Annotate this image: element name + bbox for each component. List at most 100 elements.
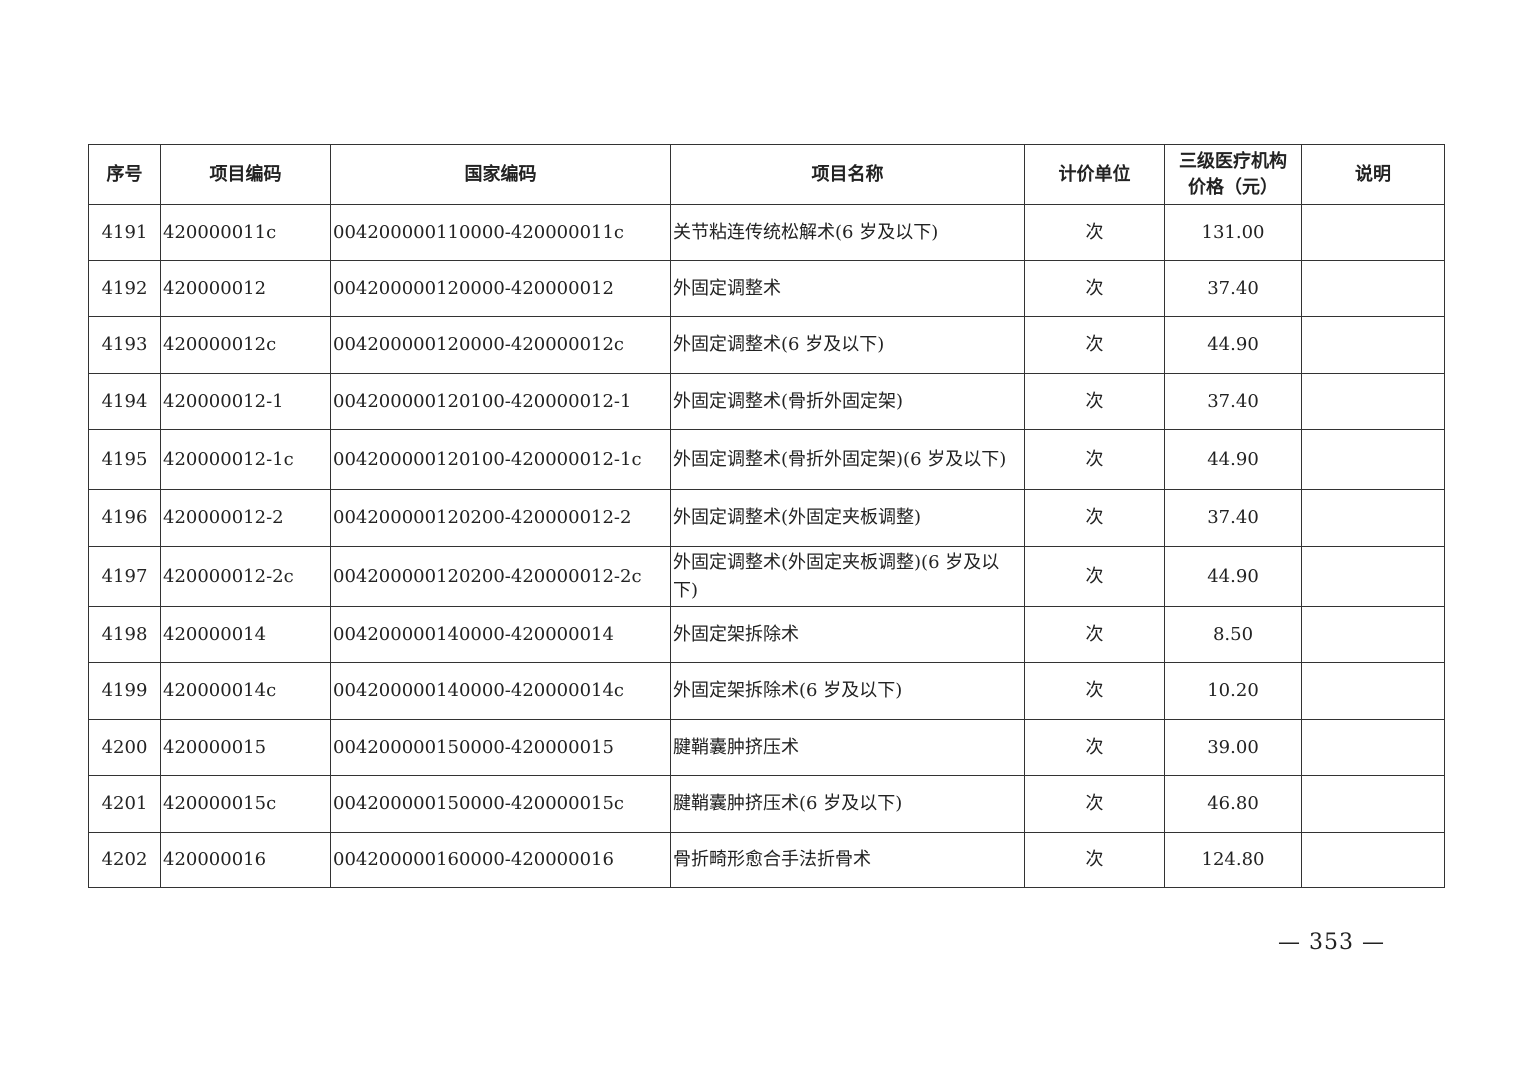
row-unit: 次 (1024, 775, 1165, 833)
header-note: 说明 (1301, 144, 1445, 205)
row-code: 420000012 (160, 260, 331, 317)
row-unit: 次 (1024, 260, 1165, 317)
row-national-code: 004200000120200-420000012-2c (330, 546, 671, 607)
row-code: 420000015c (160, 775, 331, 833)
row-national-code: 004200000160000-420000016 (330, 832, 671, 888)
row-unit: 次 (1024, 429, 1165, 490)
row-code: 420000012-1 (160, 373, 331, 430)
row-price: 44.90 (1164, 316, 1302, 374)
row-name: 外固定调整术(外固定夹板调整)(6 岁及以下) (670, 546, 1025, 607)
row-no: 4193 (88, 316, 161, 374)
row-code: 420000012-1c (160, 429, 331, 490)
row-name: 外固定调整术 (670, 260, 1025, 317)
row-price: 37.40 (1164, 260, 1302, 317)
row-national-code: 004200000120100-420000012-1 (330, 373, 671, 430)
row-national-code: 004200000110000-420000011c (330, 204, 671, 261)
row-national-code: 004200000120100-420000012-1c (330, 429, 671, 490)
row-price: 37.40 (1164, 373, 1302, 430)
row-note (1301, 489, 1445, 547)
header-unit: 计价单位 (1024, 144, 1165, 205)
table-row: 4202 420000016 004200000160000-420000016 骨折… (88, 832, 1445, 888)
row-code: 420000012-2c (160, 546, 331, 607)
header-national-code: 国家编码 (330, 144, 671, 205)
row-no: 4202 (88, 832, 161, 888)
row-price: 8.50 (1164, 606, 1302, 663)
row-name: 外固定调整术(6 岁及以下) (670, 316, 1025, 374)
row-code: 420000014 (160, 606, 331, 663)
table-row: 4194 420000012-1 004200000120100-420000012… (88, 373, 1445, 430)
row-no: 4197 (88, 546, 161, 607)
row-price: 44.90 (1164, 546, 1302, 607)
row-note (1301, 373, 1445, 430)
row-code: 420000015 (160, 719, 331, 776)
row-no: 4199 (88, 662, 161, 720)
row-code: 420000014c (160, 662, 331, 720)
row-name: 外固定调整术(骨折外固定架)(6 岁及以下) (670, 429, 1025, 490)
row-note (1301, 429, 1445, 490)
row-national-code: 004200000140000-420000014 (330, 606, 671, 663)
row-national-code: 004200000120000-420000012 (330, 260, 671, 317)
row-price: 37.40 (1164, 489, 1302, 547)
table-row: 4191 420000011c 004200000110000-420000011c… (88, 204, 1445, 261)
row-note (1301, 204, 1445, 261)
price-table: 序号 项目编码 国家编码 项目名称 计价单位 三级医疗机构 价格（元） 说明 41… (88, 144, 1445, 888)
table-row: 4195 420000012-1c 004200000120100-42000001… (88, 429, 1445, 490)
row-price: 39.00 (1164, 719, 1302, 776)
row-code: 420000016 (160, 832, 331, 888)
row-note (1301, 832, 1445, 888)
table-row: 4199 420000014c 004200000140000-420000014c… (88, 662, 1445, 720)
row-no: 4194 (88, 373, 161, 430)
row-name: 关节粘连传统松解术(6 岁及以下) (670, 204, 1025, 261)
row-unit: 次 (1024, 204, 1165, 261)
row-no: 4191 (88, 204, 161, 261)
row-national-code: 004200000120200-420000012-2 (330, 489, 671, 547)
row-name: 外固定架拆除术 (670, 606, 1025, 663)
row-no: 4198 (88, 606, 161, 663)
table-row: 4193 420000012c 004200000120000-420000012c… (88, 316, 1445, 374)
row-name: 骨折畸形愈合手法折骨术 (670, 832, 1025, 888)
row-no: 4195 (88, 429, 161, 490)
row-national-code: 004200000150000-420000015c (330, 775, 671, 833)
row-no: 4201 (88, 775, 161, 833)
row-price: 46.80 (1164, 775, 1302, 833)
row-name: 外固定架拆除术(6 岁及以下) (670, 662, 1025, 720)
header-row: 序号 项目编码 国家编码 项目名称 计价单位 三级医疗机构 价格（元） 说明 (88, 144, 1445, 205)
header-price: 三级医疗机构 价格（元） (1164, 144, 1302, 205)
table-row: 4201 420000015c 004200000150000-420000015c… (88, 775, 1445, 833)
row-unit: 次 (1024, 606, 1165, 663)
header-price-line2: 价格（元） (1188, 176, 1278, 198)
row-national-code: 004200000140000-420000014c (330, 662, 671, 720)
row-note (1301, 719, 1445, 776)
row-unit: 次 (1024, 832, 1165, 888)
row-note (1301, 662, 1445, 720)
row-price: 44.90 (1164, 429, 1302, 490)
table-row: 4196 420000012-2 004200000120200-420000012… (88, 489, 1445, 547)
row-unit: 次 (1024, 546, 1165, 607)
row-name: 腱鞘囊肿挤压术(6 岁及以下) (670, 775, 1025, 833)
row-note (1301, 316, 1445, 374)
row-national-code: 004200000150000-420000015 (330, 719, 671, 776)
row-unit: 次 (1024, 662, 1165, 720)
row-code: 420000012-2 (160, 489, 331, 547)
row-unit: 次 (1024, 489, 1165, 547)
row-no: 4200 (88, 719, 161, 776)
row-code: 420000011c (160, 204, 331, 261)
table-row: 4197 420000012-2c 004200000120200-42000001… (88, 546, 1445, 607)
table-row: 4200 420000015 004200000150000-420000015 腱鞘… (88, 719, 1445, 776)
table-row: 4192 420000012 004200000120000-420000012 外固… (88, 260, 1445, 317)
page-number: — 353 — (1278, 930, 1385, 955)
row-name: 外固定调整术(骨折外固定架) (670, 373, 1025, 430)
row-note (1301, 546, 1445, 607)
header-name: 项目名称 (670, 144, 1025, 205)
row-name: 外固定调整术(外固定夹板调整) (670, 489, 1025, 547)
row-note (1301, 260, 1445, 317)
row-code: 420000012c (160, 316, 331, 374)
row-price: 131.00 (1164, 204, 1302, 261)
header-code: 项目编码 (160, 144, 331, 205)
row-price: 10.20 (1164, 662, 1302, 720)
row-national-code: 004200000120000-420000012c (330, 316, 671, 374)
row-name: 腱鞘囊肿挤压术 (670, 719, 1025, 776)
header-price-line1: 三级医疗机构 (1179, 150, 1287, 172)
row-unit: 次 (1024, 719, 1165, 776)
table-row: 4198 420000014 004200000140000-420000014 外固… (88, 606, 1445, 663)
